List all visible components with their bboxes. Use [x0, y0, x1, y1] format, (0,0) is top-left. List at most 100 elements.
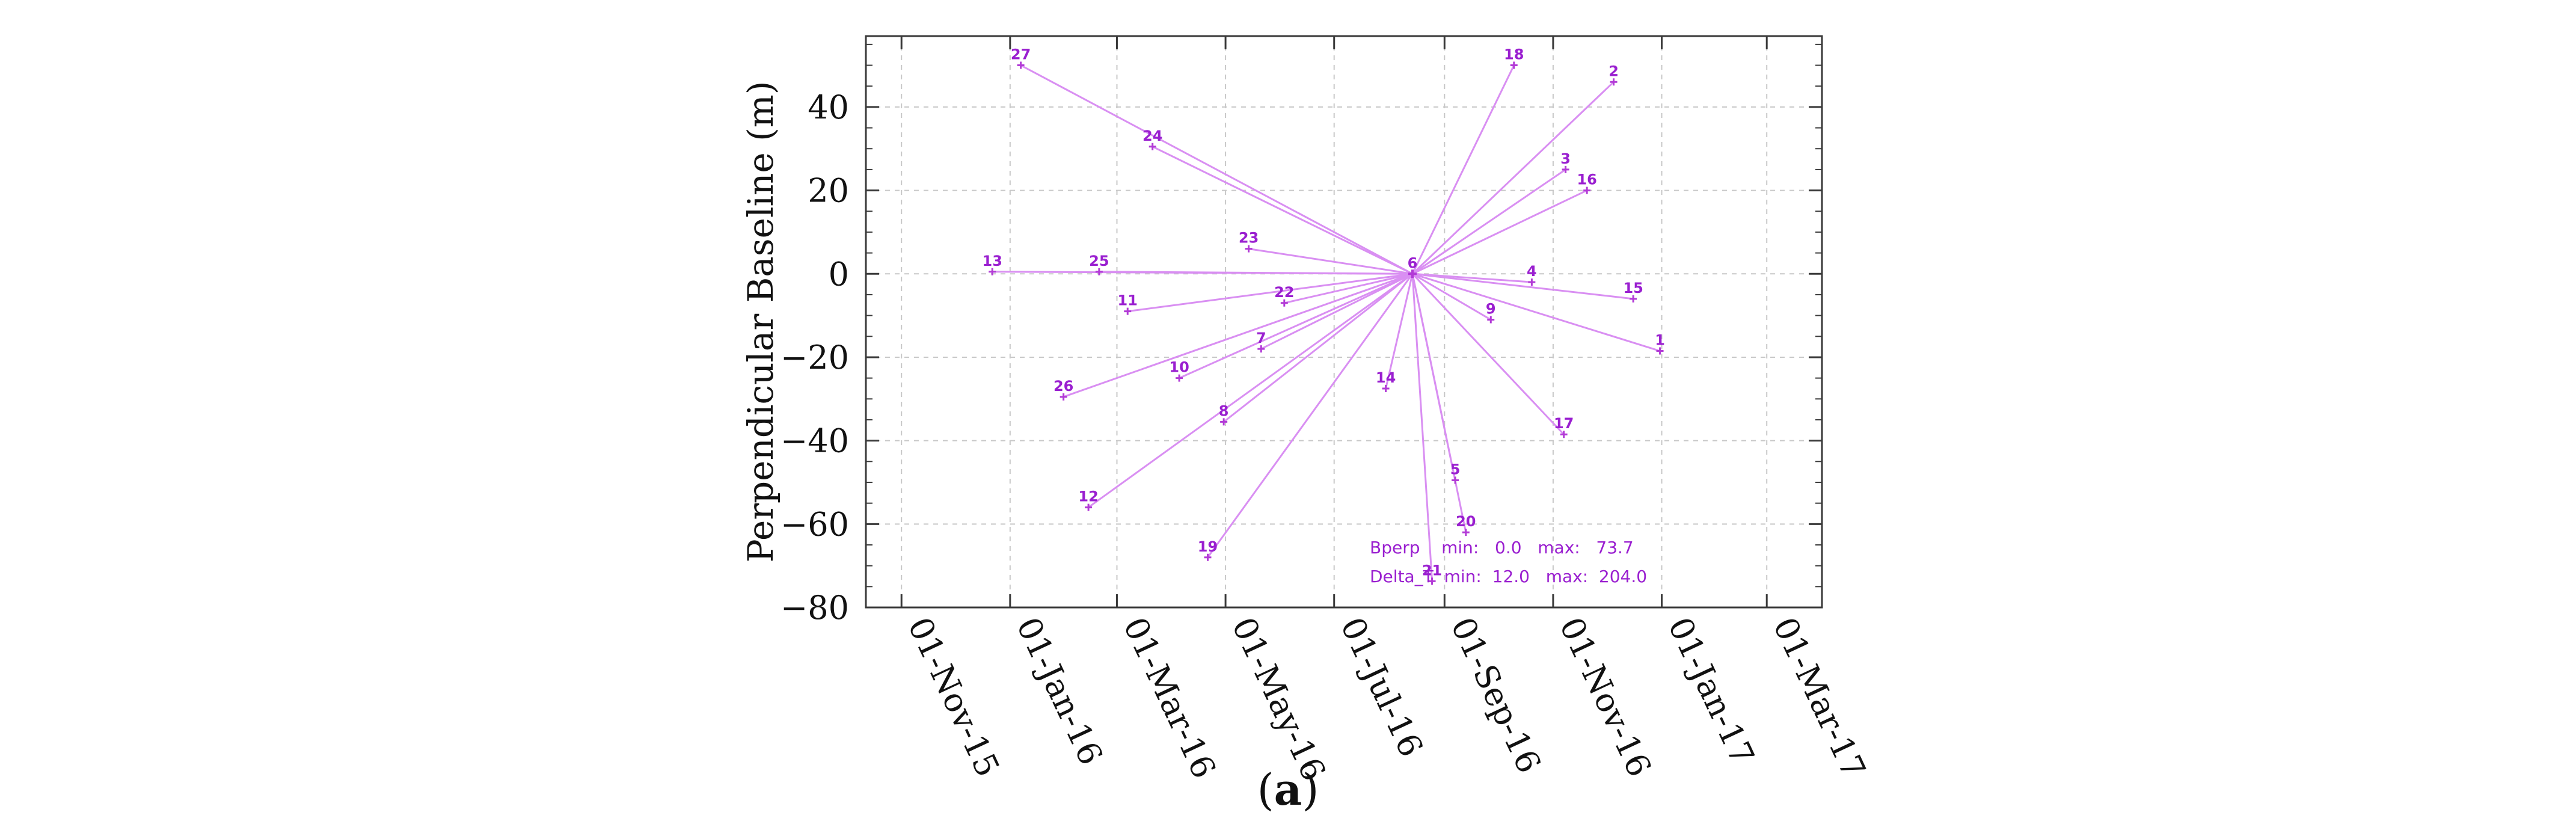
point-label-15: 15 — [1623, 280, 1643, 297]
point-label-7: 7 — [1256, 330, 1266, 346]
plot-frame — [865, 35, 1823, 609]
marker-23 — [1245, 245, 1253, 253]
baseline-line-23 — [1248, 248, 1413, 275]
point-label-4: 4 — [1527, 263, 1537, 280]
point-label-10: 10 — [1169, 359, 1189, 376]
y-tick-label: 20 — [808, 172, 849, 210]
baseline-line-12 — [1088, 273, 1413, 508]
baseline-line-2 — [1411, 81, 1615, 275]
marker-8 — [1220, 418, 1228, 426]
point-label-21: 21 — [1422, 562, 1442, 579]
marker-17 — [1560, 431, 1568, 438]
baseline-line-26 — [1063, 272, 1413, 398]
marker-22 — [1280, 299, 1288, 307]
marker-26 — [1060, 393, 1067, 401]
baseline-lines — [992, 64, 1661, 582]
baseline-line-19 — [1207, 273, 1414, 558]
y-axis-label: Perpendicular Baseline (m) — [740, 81, 781, 563]
annotation-line: Delta_T min: 12.0 max: 204.0 — [1370, 567, 1647, 586]
marker-19 — [1204, 553, 1212, 561]
marker-20 — [1462, 529, 1470, 536]
marker-25 — [1095, 268, 1103, 275]
x-tick-label: 01-Jan-17 — [1661, 612, 1762, 771]
marker-18 — [1510, 61, 1518, 69]
baseline-line-18 — [1411, 64, 1515, 274]
caption-close: ) — [1302, 764, 1319, 815]
y-tick-label: −60 — [780, 505, 849, 543]
baseline-line-16 — [1412, 189, 1587, 275]
caption-letter: a — [1274, 764, 1302, 815]
point-label-8: 8 — [1219, 402, 1229, 419]
stats-annotation: Bperp min: 0.0 max: 73.7 Delta_T min: 12.… — [1370, 538, 1647, 586]
baseline-line-3 — [1412, 168, 1566, 275]
point-label-24: 24 — [1142, 128, 1162, 144]
marker-27 — [1017, 61, 1025, 69]
caption-open: ( — [1257, 764, 1274, 815]
y-tick-label: −80 — [780, 589, 849, 627]
y-tick-label: −20 — [780, 339, 849, 377]
point-label-1: 1 — [1655, 332, 1665, 349]
baseline-line-22 — [1284, 272, 1413, 304]
marker-15 — [1630, 295, 1637, 303]
point-label-25: 25 — [1089, 253, 1109, 269]
marker-11 — [1124, 307, 1132, 315]
baseline-line-9 — [1412, 272, 1492, 321]
baseline-line-11 — [1127, 272, 1413, 313]
point-label-23: 23 — [1239, 230, 1259, 247]
annotation-line: Bperp min: 0.0 max: 73.7 — [1370, 538, 1634, 558]
point-label-2: 2 — [1608, 63, 1619, 79]
baseline-line-27 — [1020, 64, 1413, 275]
x-tick-label: 01-Jan-16 — [1009, 612, 1110, 771]
baseline-line-10 — [1179, 272, 1413, 379]
point-label-master: 6 — [1408, 254, 1418, 271]
figure-caption: (a) — [0, 764, 2576, 815]
x-tick-label: 01-Sep-16 — [1444, 612, 1548, 779]
point-label-13: 13 — [983, 253, 1002, 269]
y-tick-label: 40 — [808, 88, 849, 126]
marker-21 — [1428, 577, 1436, 585]
acquisition-markers — [989, 61, 1664, 585]
x-tick-label: 01-Mar-17 — [1765, 612, 1872, 784]
marker-7 — [1257, 345, 1265, 353]
baseline-line-15 — [1412, 272, 1634, 300]
point-label-17: 17 — [1554, 415, 1574, 432]
marker-10 — [1176, 374, 1183, 382]
x-tick-label: 01-Nov-16 — [1552, 612, 1658, 782]
point-label-14: 14 — [1376, 369, 1396, 386]
marker-4 — [1528, 278, 1536, 286]
baseline-line-21 — [1411, 274, 1434, 582]
marker-16 — [1583, 186, 1591, 194]
point-label-3: 3 — [1560, 150, 1571, 167]
x-tick-label: 01-Jul-16 — [1333, 612, 1431, 763]
point-label-22: 22 — [1274, 284, 1294, 301]
point-label-12: 12 — [1078, 488, 1098, 505]
y-tick-label: 0 — [829, 255, 849, 293]
y-tick-label: −40 — [780, 422, 849, 460]
marker-24 — [1148, 143, 1156, 150]
x-tick-label: 01-Nov-15 — [900, 612, 1007, 782]
marker-2 — [1610, 78, 1618, 86]
point-label-9: 9 — [1486, 301, 1496, 318]
point-label-11: 11 — [1118, 292, 1138, 309]
baseline-line-24 — [1152, 146, 1413, 275]
point-label-19: 19 — [1198, 538, 1218, 555]
marker-14 — [1382, 384, 1390, 392]
x-tick-label: 01-Mar-16 — [1116, 612, 1223, 784]
marker-master — [1408, 269, 1417, 278]
point-label-5: 5 — [1450, 461, 1461, 478]
point-label-27: 27 — [1011, 46, 1031, 63]
marker-5 — [1452, 476, 1459, 484]
marker-3 — [1562, 165, 1569, 173]
point-label-16: 16 — [1577, 171, 1596, 188]
marker-9 — [1487, 316, 1495, 324]
baseline-line-8 — [1223, 273, 1413, 423]
axis-ticks — [866, 36, 1822, 609]
baseline-line-7 — [1260, 272, 1413, 350]
x-tick-labels: 01-Nov-15 01-Jan-16 01-Mar-16 01-May-16 01-J… — [900, 612, 1872, 787]
baseline-line-25 — [1099, 271, 1413, 275]
grid — [866, 36, 1822, 607]
baseline-line-17 — [1411, 273, 1565, 435]
marker-13 — [989, 268, 996, 275]
